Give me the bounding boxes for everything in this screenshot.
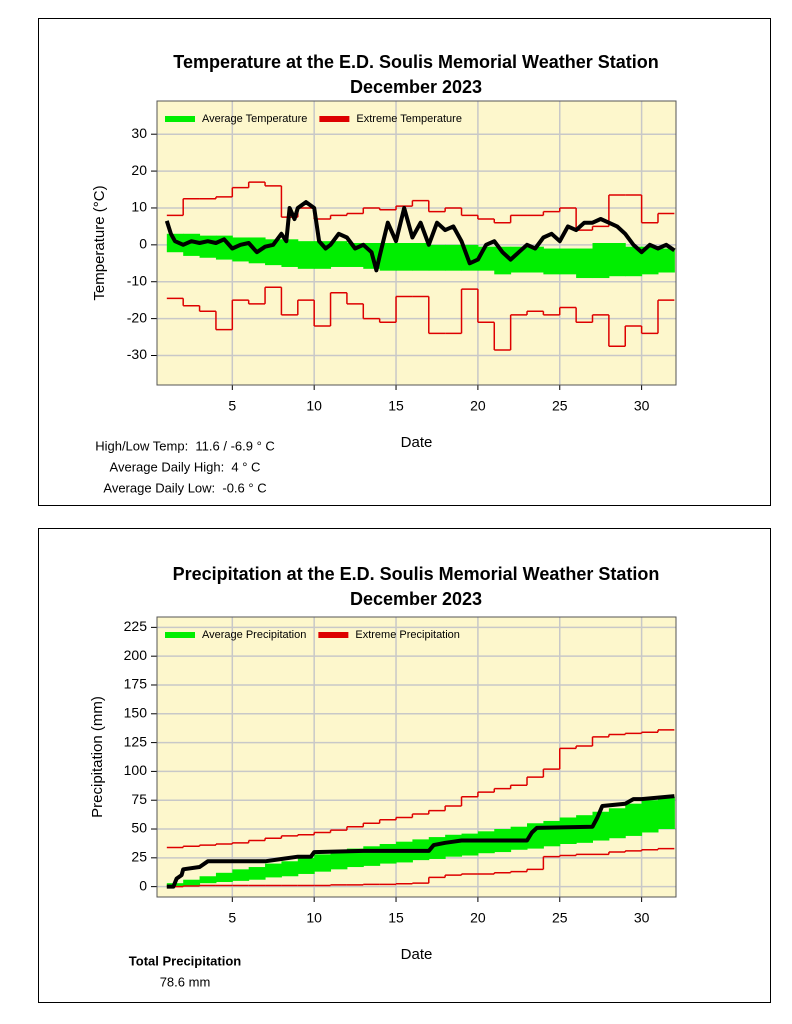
y-tick-label: 125 (124, 733, 148, 749)
average-band (265, 863, 282, 878)
average-band (543, 248, 561, 275)
summary-note: 78.6 mm (160, 974, 211, 989)
y-tick-label: 200 (124, 647, 148, 663)
average-band (543, 820, 561, 847)
average-band (641, 800, 659, 833)
average-band (576, 248, 594, 279)
average-band (183, 879, 201, 886)
average-band (281, 239, 299, 267)
y-tick-label: 0 (139, 877, 147, 893)
plot-border (156, 616, 677, 898)
chart-title: Precipitation at the E.D. Soulis Memoria… (173, 564, 660, 584)
legend-label: Average Temperature (202, 113, 307, 125)
average-band (314, 854, 332, 872)
y-tick-label: 10 (131, 199, 147, 215)
y-tick-label: -10 (127, 272, 147, 288)
summary-note: High/Low Temp: 11.6 / -6.9 ° C (95, 438, 275, 453)
x-axis-label: Date (401, 946, 433, 963)
summary-note: Total Precipitation (129, 953, 241, 968)
y-tick-label: 20 (131, 162, 147, 178)
average-band (330, 850, 348, 870)
observed-line (166, 794, 675, 889)
x-tick-label: 25 (552, 398, 568, 414)
average-band (215, 872, 233, 883)
average-band (396, 243, 413, 271)
average-band (608, 808, 626, 839)
y-tick-label: 150 (124, 704, 148, 720)
y-tick-label: -20 (127, 309, 147, 325)
average-band (379, 243, 397, 271)
average-band (232, 869, 250, 881)
average-band (576, 815, 594, 843)
y-tick-label: 0 (139, 236, 147, 252)
x-tick-label: 20 (470, 398, 486, 414)
legend-label: Extreme Temperature (356, 113, 462, 125)
x-axis-label: Date (401, 434, 433, 451)
x-tick-label: 30 (634, 910, 650, 926)
average-band (346, 848, 364, 868)
average-band (625, 246, 643, 277)
average-band (592, 243, 610, 279)
chart-subtitle: December 2023 (350, 589, 482, 609)
average-band (657, 796, 675, 830)
summary-note: Average Daily High: 4 ° C (110, 459, 261, 474)
x-tick-label: 30 (634, 398, 650, 414)
average-band (428, 244, 446, 271)
y-tick-label: 75 (131, 791, 147, 807)
y-axis-label: Temperature (°C) (91, 185, 108, 300)
y-tick-label: 100 (124, 762, 148, 778)
average-band (445, 244, 463, 271)
average-band (445, 834, 463, 857)
average-band (559, 248, 577, 275)
average-band (510, 826, 528, 850)
y-axis-label: Precipitation (mm) (89, 696, 106, 818)
x-tick-label: 10 (306, 398, 322, 414)
average-band (379, 843, 397, 864)
average-band (199, 235, 217, 258)
average-band (608, 243, 626, 277)
average-band (346, 243, 364, 267)
average-band (461, 833, 479, 856)
average-band (281, 861, 299, 877)
x-tick-label: 15 (388, 910, 404, 926)
average-band (559, 817, 577, 844)
plot-border (156, 100, 677, 386)
y-tick-label: 175 (124, 676, 148, 692)
y-tick-label: 25 (131, 849, 147, 865)
x-tick-label: 25 (552, 910, 568, 926)
average-band (527, 246, 544, 273)
average-band (297, 857, 315, 874)
legend-label: Average Precipitation (202, 629, 306, 641)
average-band (641, 246, 659, 275)
chart-subtitle: December 2023 (350, 77, 482, 97)
x-tick-label: 10 (306, 910, 322, 926)
chart-title: Temperature at the E.D. Soulis Memorial … (173, 52, 658, 72)
y-tick-label: 50 (131, 820, 147, 836)
x-tick-label: 20 (470, 910, 486, 926)
x-tick-label: 5 (228, 910, 236, 926)
x-tick-label: 5 (228, 398, 236, 414)
x-tick-label: 15 (388, 398, 404, 414)
average-band (199, 876, 217, 884)
summary-note: Average Daily Low: -0.6 ° C (103, 480, 266, 495)
y-tick-label: 30 (131, 125, 147, 141)
average-band (412, 243, 430, 271)
average-band (657, 248, 675, 273)
average-band (297, 241, 315, 269)
y-tick-label: -30 (127, 346, 147, 362)
legend-label: Extreme Precipitation (355, 629, 460, 641)
y-tick-label: 225 (124, 618, 148, 634)
average-band (183, 233, 201, 256)
observed-line (164, 200, 676, 273)
average-band (330, 241, 348, 267)
average-band (248, 867, 266, 880)
average-band (625, 803, 643, 836)
